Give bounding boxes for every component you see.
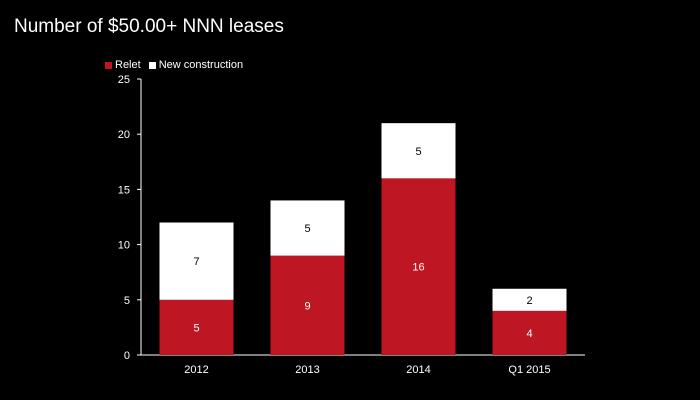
bar-relet-2014 — [381, 178, 456, 355]
legend-swatch-new-construction — [148, 61, 156, 69]
data-label-new-construction-2012: 7 — [193, 256, 199, 268]
bar-new-construction-q1-2015 — [492, 288, 567, 311]
data-label-relet-2013: 9 — [304, 300, 310, 312]
y-tick-label: 20 — [118, 129, 130, 141]
bar-relet-2013 — [270, 255, 345, 355]
x-tick-label: 2012 — [184, 364, 208, 376]
y-tick-label: 5 — [124, 295, 130, 307]
data-label-relet-2014: 16 — [412, 262, 424, 274]
legend-label-relet: Relet — [115, 59, 141, 71]
data-label-relet-2012: 5 — [193, 322, 199, 334]
x-tick-label: 2014 — [406, 364, 430, 376]
data-label-new-construction-q1-2015: 2 — [526, 295, 532, 307]
bar-relet-2012 — [159, 299, 234, 355]
legend-item-new-construction: New construction — [148, 59, 244, 71]
y-tick-label: 10 — [118, 240, 130, 252]
x-tick-label: 2013 — [295, 364, 319, 376]
chart-legend: Relet New construction — [105, 59, 251, 71]
x-tick-label: Q1 2015 — [508, 364, 550, 376]
legend-swatch-relet — [105, 61, 112, 69]
bar-new-construction-2014 — [381, 123, 456, 179]
data-label-new-construction-2013: 5 — [304, 223, 310, 235]
data-label-relet-q1-2015: 4 — [526, 328, 532, 340]
y-tick-label: 25 — [118, 74, 130, 86]
legend-item-relet: Relet — [105, 59, 141, 71]
y-tick-label: 0 — [124, 350, 130, 362]
data-label-new-construction-2014: 5 — [415, 146, 421, 158]
y-tick-label: 15 — [118, 184, 130, 196]
chart-title: Number of $50.00+ NNN leases — [14, 16, 284, 37]
bar-new-construction-2012 — [159, 222, 234, 300]
bar-new-construction-2013 — [270, 200, 345, 256]
legend-label-new-construction: New construction — [158, 59, 244, 71]
bar-relet-q1-2015 — [492, 310, 567, 355]
